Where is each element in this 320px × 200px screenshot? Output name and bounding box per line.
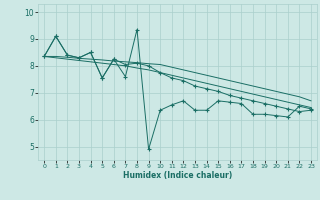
- X-axis label: Humidex (Indice chaleur): Humidex (Indice chaleur): [123, 171, 232, 180]
